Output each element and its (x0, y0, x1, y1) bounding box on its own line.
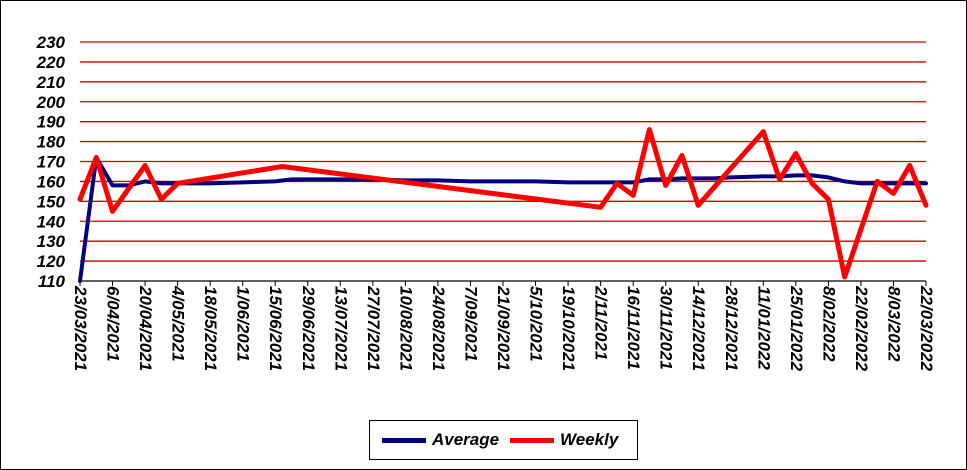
x-tick-label: 5/10/2021 (527, 286, 546, 362)
x-tick-label: 8/02/2022 (819, 286, 838, 362)
y-tick-label: 110 (38, 272, 66, 291)
x-tick-label: 20/04/2021 (136, 285, 155, 371)
x-tick-label: 21/09/2021 (494, 285, 513, 371)
x-tick-label: 6/04/2021 (104, 286, 123, 362)
y-tick-label: 170 (37, 153, 66, 172)
x-tick-label: 11/01/2022 (754, 286, 773, 370)
x-tick-label: 22/02/2022 (852, 285, 871, 372)
series-line-average (78, 155, 928, 283)
y-tick-label: 210 (36, 73, 66, 92)
legend-swatch-weekly (510, 437, 554, 443)
x-tick-label: 19/10/2021 (559, 286, 578, 371)
legend-label-weekly: Weekly (560, 430, 619, 449)
x-tick-label: 4/05/2021 (169, 285, 188, 362)
x-tick-label: 8/03/2022 (884, 286, 903, 362)
legend-item-weekly: Weekly (510, 429, 618, 451)
x-tick-label: 30/11/2021 (657, 286, 676, 370)
x-tick-label: 10/08/2021 (396, 286, 415, 371)
y-tick-label: 190 (37, 113, 66, 132)
y-tick-label: 200 (36, 93, 66, 112)
x-tick-label: 18/05/2021 (201, 286, 220, 371)
legend-label-average: Average (432, 430, 500, 449)
x-tick-label: 2/11/2021 (592, 285, 611, 360)
series-lines (77, 127, 929, 283)
y-tick-label: 220 (36, 53, 66, 72)
y-tick-label: 160 (37, 172, 66, 191)
x-tick-label: 1/06/2021 (234, 286, 253, 362)
x-tick-label: 22/03/2022 (917, 285, 936, 372)
x-tick-label: 23/03/2021 (71, 285, 90, 371)
y-tick-label: 150 (37, 192, 66, 211)
x-tick-label: 16/11/2021 (624, 286, 643, 370)
x-axis: 23/03/2021 6/04/2021 20/04/2021 4/05/2021 18… (71, 280, 936, 372)
y-tick-label: 180 (37, 133, 66, 152)
x-tick-label: 28/12/2021 (722, 285, 741, 371)
y-tick-label: 230 (36, 33, 66, 52)
y-tick-label: 120 (37, 252, 66, 271)
x-tick-label: 15/06/2021 (266, 286, 285, 371)
x-tick-label: 13/07/2021 (331, 286, 350, 371)
legend-swatch-average (382, 437, 426, 443)
x-tick-label: 29/06/2021 (299, 285, 318, 371)
grid-lines (80, 41, 926, 262)
x-tick-label: 7/09/2021 (461, 286, 480, 362)
x-tick-label: 14/12/2021 (689, 286, 708, 371)
x-tick-label: 25/01/2022 (787, 285, 806, 372)
y-tick-label: 130 (37, 232, 66, 251)
y-tick-label: 140 (37, 212, 66, 231)
legend: Average Weekly (369, 420, 638, 460)
x-tick-label: 27/07/2021 (364, 285, 383, 371)
x-tick-label: 24/08/2021 (429, 285, 448, 371)
legend-item-average: Average (382, 429, 499, 451)
series-line-weekly (77, 127, 929, 280)
